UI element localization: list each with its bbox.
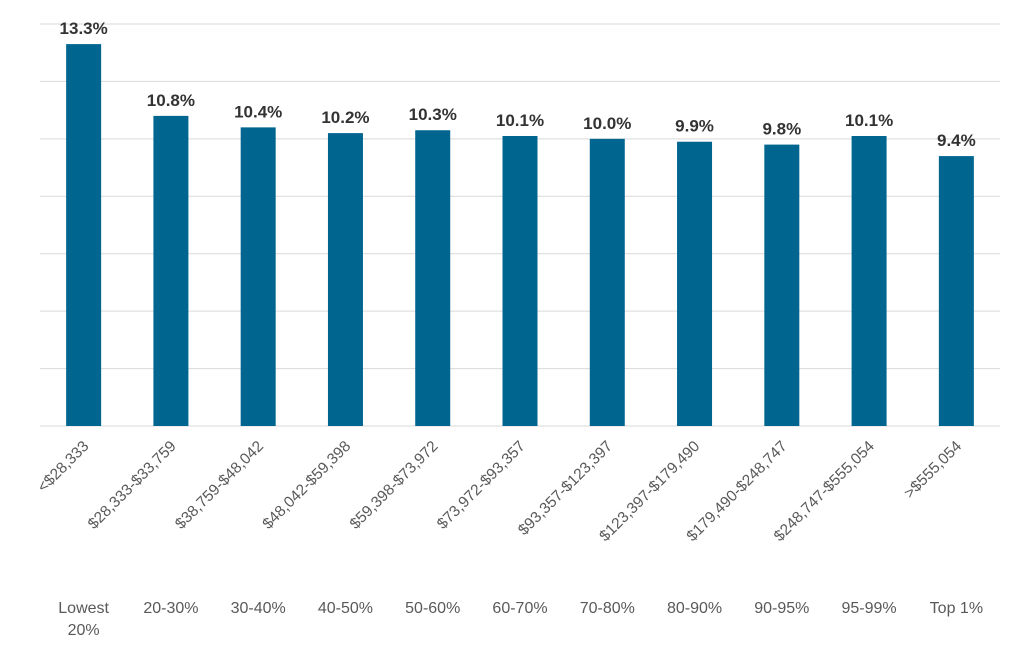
x-tick-label: $59,398-$73,972 [347, 438, 442, 533]
x-tick-label: >$555,054 [901, 438, 965, 502]
data-label: 10.2% [321, 108, 369, 127]
group-label: 50-60% [405, 600, 460, 617]
data-label: 10.0% [583, 114, 631, 133]
bar [240, 127, 276, 426]
group-label: 60-70% [492, 600, 547, 617]
bar [327, 133, 363, 426]
group-label: 95-99% [842, 600, 897, 617]
data-labels: 13.3% 10.8% 10.4% 10.2% 10.3% 10.1% 10.0% 9.9% 9… [60, 19, 976, 150]
bar [677, 141, 713, 426]
group-label: 80-90% [667, 600, 722, 617]
group-label: Top 1% [930, 600, 983, 617]
data-label: 9.9% [675, 117, 714, 136]
group-labels: Lowest 20% 20-30% 30-40% 40-50% 50-60% 60-70% 7… [58, 600, 983, 639]
x-tick-label: $93,357-$123,397 [515, 438, 616, 539]
data-label: 10.1% [496, 111, 544, 130]
x-tick-labels: <$28,333$28,333-$33,759$38,759-$48,042$4… [34, 438, 965, 545]
data-label: 10.3% [409, 105, 457, 124]
bar [415, 130, 451, 426]
data-label: 10.4% [234, 102, 282, 121]
group-label: 90-95% [754, 600, 809, 617]
data-label: 9.4% [937, 131, 976, 150]
bar [764, 144, 800, 426]
group-label: 30-40% [231, 600, 286, 617]
x-tick-label: $38,759-$48,042 [172, 438, 267, 533]
x-tick-label: $73,972-$93,357 [434, 438, 529, 533]
group-label: Lowest 20% [58, 600, 109, 639]
bar [502, 135, 538, 426]
data-label: 9.8% [762, 120, 801, 139]
bars [66, 44, 974, 427]
x-tick-label: $28,333-$33,759 [85, 438, 180, 533]
group-label: 20-30% [143, 600, 198, 617]
bar [851, 135, 887, 426]
group-label: 70-80% [580, 600, 635, 617]
bar [153, 115, 189, 426]
data-label: 13.3% [60, 19, 108, 38]
data-label: 10.1% [845, 111, 893, 130]
x-tick-label: <$28,333 [34, 438, 92, 496]
bar [589, 138, 625, 426]
x-tick-label: $48,042-$59,398 [259, 438, 354, 533]
bar [66, 44, 102, 426]
data-label: 10.8% [147, 91, 195, 110]
bar [938, 156, 974, 427]
group-label: 40-50% [318, 600, 373, 617]
x-tick-label: $248,747-$555,054 [771, 438, 878, 545]
